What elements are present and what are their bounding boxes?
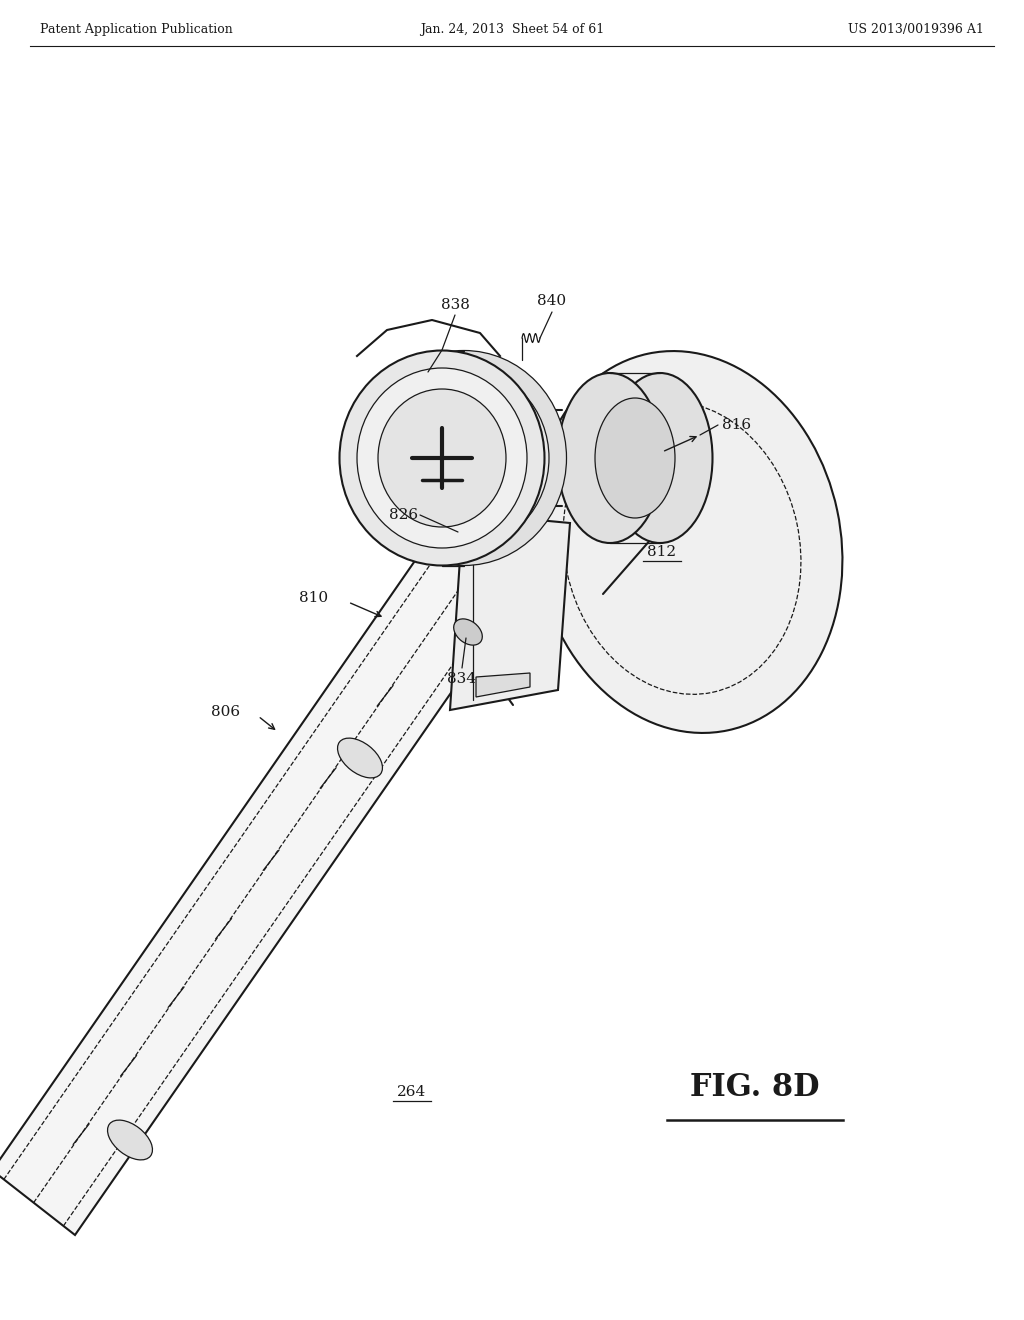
Text: 834: 834 — [447, 672, 476, 686]
Ellipse shape — [108, 1121, 153, 1160]
Text: Patent Application Publication: Patent Application Publication — [40, 22, 232, 36]
Ellipse shape — [379, 368, 549, 548]
Text: 826: 826 — [389, 508, 418, 521]
Ellipse shape — [607, 374, 713, 543]
Text: FIG. 8D: FIG. 8D — [690, 1072, 820, 1104]
Ellipse shape — [340, 351, 545, 565]
Polygon shape — [0, 486, 550, 1236]
Ellipse shape — [534, 351, 843, 733]
Ellipse shape — [357, 368, 527, 548]
Text: 810: 810 — [299, 591, 328, 605]
Ellipse shape — [595, 399, 675, 517]
Ellipse shape — [361, 351, 566, 565]
Text: 840: 840 — [538, 294, 566, 308]
Ellipse shape — [338, 738, 383, 777]
Text: 838: 838 — [440, 298, 469, 312]
Polygon shape — [450, 513, 570, 710]
Ellipse shape — [378, 389, 506, 527]
Text: 812: 812 — [647, 545, 677, 558]
Ellipse shape — [557, 374, 663, 543]
Text: US 2013/0019396 A1: US 2013/0019396 A1 — [848, 22, 984, 36]
Ellipse shape — [454, 619, 482, 645]
Polygon shape — [476, 673, 530, 697]
Text: Jan. 24, 2013  Sheet 54 of 61: Jan. 24, 2013 Sheet 54 of 61 — [420, 22, 604, 36]
Text: 806: 806 — [211, 705, 240, 719]
Text: 264: 264 — [397, 1085, 427, 1100]
Text: 816: 816 — [722, 418, 752, 432]
